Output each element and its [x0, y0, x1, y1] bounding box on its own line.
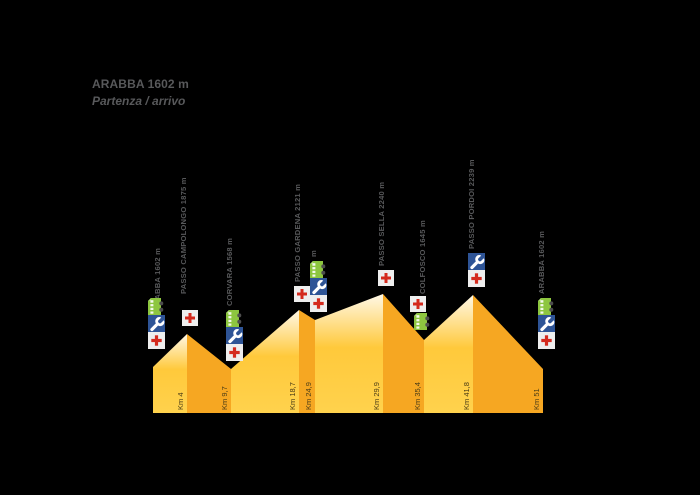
svg-text:PASSO CAMPOLONGO 1875 m: PASSO CAMPOLONGO 1875 m	[179, 177, 188, 294]
svg-text:Km 4: Km 4	[176, 392, 185, 410]
svg-text:COLFOSCO 1645 m: COLFOSCO 1645 m	[418, 220, 427, 294]
svg-text:PASSO GARDENA 2121 m: PASSO GARDENA 2121 m	[293, 184, 302, 282]
svg-text:Km 18,7: Km 18,7	[288, 382, 297, 410]
svg-text:PASSO PORDOI 2239 m: PASSO PORDOI 2239 m	[467, 159, 476, 249]
svg-text:Km 51: Km 51	[532, 388, 541, 410]
svg-text:Km 41,8: Km 41,8	[462, 382, 471, 410]
svg-text:CORVARA 1568 m: CORVARA 1568 m	[225, 238, 234, 306]
svg-text:m: m	[309, 250, 318, 257]
svg-text:ARABBA 1602 m: ARABBA 1602 m	[537, 231, 546, 294]
svg-text:Km 24,9: Km 24,9	[304, 382, 313, 410]
svg-text:Km 35,4: Km 35,4	[413, 382, 422, 410]
svg-text:Km 29,9: Km 29,9	[372, 382, 381, 410]
svg-text:PASSO SELLA 2240 m: PASSO SELLA 2240 m	[377, 182, 386, 266]
svg-text:Km 9,7: Km 9,7	[220, 386, 229, 410]
